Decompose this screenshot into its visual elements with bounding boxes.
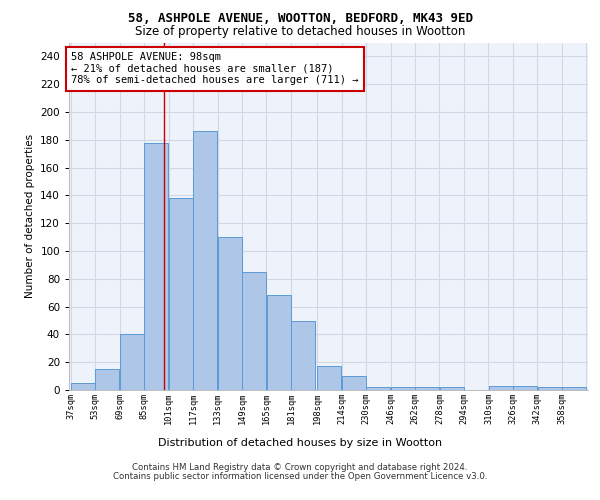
Bar bbox=[415, 387, 439, 390]
Bar bbox=[513, 386, 537, 390]
Text: 58, ASHPOLE AVENUE, WOOTTON, BEDFORD, MK43 9ED: 58, ASHPOLE AVENUE, WOOTTON, BEDFORD, MK… bbox=[128, 12, 473, 26]
Bar bbox=[95, 369, 119, 390]
Bar bbox=[144, 142, 168, 390]
Bar bbox=[218, 237, 242, 390]
Text: Distribution of detached houses by size in Wootton: Distribution of detached houses by size … bbox=[158, 438, 442, 448]
Bar bbox=[391, 387, 415, 390]
Bar bbox=[538, 387, 562, 390]
Text: Contains HM Land Registry data © Crown copyright and database right 2024.: Contains HM Land Registry data © Crown c… bbox=[132, 464, 468, 472]
Bar bbox=[120, 334, 144, 390]
Bar bbox=[169, 198, 193, 390]
Bar bbox=[342, 376, 366, 390]
Text: Contains public sector information licensed under the Open Government Licence v3: Contains public sector information licen… bbox=[113, 472, 487, 481]
Bar bbox=[317, 366, 341, 390]
Y-axis label: Number of detached properties: Number of detached properties bbox=[25, 134, 35, 298]
Bar bbox=[440, 387, 464, 390]
Bar bbox=[193, 132, 217, 390]
Bar bbox=[366, 387, 390, 390]
Bar bbox=[562, 387, 586, 390]
Bar bbox=[291, 320, 315, 390]
Bar bbox=[71, 383, 95, 390]
Bar bbox=[242, 272, 266, 390]
Bar bbox=[489, 386, 513, 390]
Text: Size of property relative to detached houses in Wootton: Size of property relative to detached ho… bbox=[135, 25, 465, 38]
Bar bbox=[267, 296, 291, 390]
Text: 58 ASHPOLE AVENUE: 98sqm
← 21% of detached houses are smaller (187)
78% of semi-: 58 ASHPOLE AVENUE: 98sqm ← 21% of detach… bbox=[71, 52, 359, 86]
